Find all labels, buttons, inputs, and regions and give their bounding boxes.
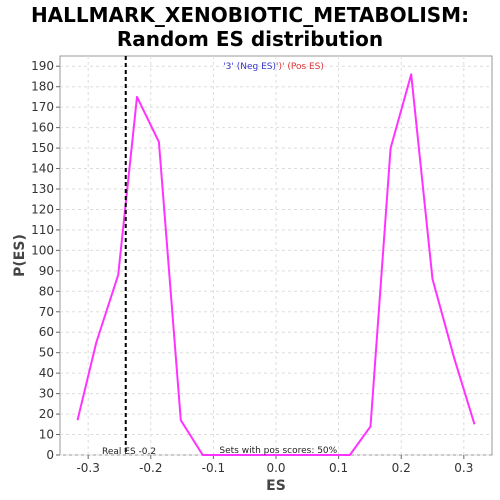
y-tick-label: 150 bbox=[31, 141, 54, 155]
y-tick-label: 140 bbox=[31, 162, 54, 176]
y-tick-label: 190 bbox=[31, 59, 54, 73]
y-tick-label: 170 bbox=[31, 100, 54, 114]
y-tick-label: 70 bbox=[39, 305, 54, 319]
x-tick-label: 0.1 bbox=[329, 461, 348, 475]
legend-pos-es: ')' (Pos ES) bbox=[276, 62, 324, 72]
y-tick-label: 80 bbox=[39, 284, 54, 298]
x-tick-label: 0.3 bbox=[454, 461, 473, 475]
y-tick-label: 50 bbox=[39, 346, 54, 360]
x-tick-label: 0.2 bbox=[392, 461, 411, 475]
y-tick-label: 130 bbox=[31, 182, 54, 196]
real-es-annotation: Real ES -0.2 bbox=[102, 447, 156, 457]
legend-neg-es: '3' (Neg ES) bbox=[223, 62, 276, 72]
y-tick-label: 0 bbox=[46, 448, 54, 462]
y-tick-label: 40 bbox=[39, 366, 54, 380]
grid-lines bbox=[60, 56, 492, 456]
y-tick-label: 110 bbox=[31, 223, 54, 237]
chart-title-line1: HALLMARK_XENOBIOTIC_METABOLISM: bbox=[30, 3, 470, 27]
chart-title-line2: Random ES distribution bbox=[116, 27, 384, 51]
pos-scores-annotation: Sets with pos scores: 50% bbox=[219, 446, 337, 456]
y-axis-ticks: 0 10 20 30 40 50 60 70 80 90 100 110 120 130 140 150 160… bbox=[31, 59, 60, 462]
x-tick-label: -0.1 bbox=[202, 461, 225, 475]
x-tick-label: -0.3 bbox=[76, 461, 99, 475]
y-axis-label: P(ES) bbox=[12, 234, 28, 277]
x-axis-ticks: -0.3 -0.2 -0.1 0.0 0.1 0.2 0.3 bbox=[76, 455, 473, 475]
x-tick-label: -0.2 bbox=[139, 461, 162, 475]
x-axis-label: ES bbox=[266, 478, 286, 494]
y-tick-label: 120 bbox=[31, 202, 54, 216]
y-tick-label: 160 bbox=[31, 121, 54, 135]
y-tick-label: 60 bbox=[39, 325, 54, 339]
series-group bbox=[76, 73, 476, 456]
y-tick-label: 10 bbox=[39, 428, 54, 442]
y-tick-label: 90 bbox=[39, 264, 54, 278]
x-tick-label: 0.0 bbox=[266, 461, 285, 475]
y-tick-label: 180 bbox=[31, 80, 54, 94]
y-tick-label: 100 bbox=[31, 243, 54, 257]
es-distribution-line bbox=[76, 73, 476, 456]
y-tick-label: 20 bbox=[39, 407, 54, 421]
y-tick-label: 30 bbox=[39, 387, 54, 401]
